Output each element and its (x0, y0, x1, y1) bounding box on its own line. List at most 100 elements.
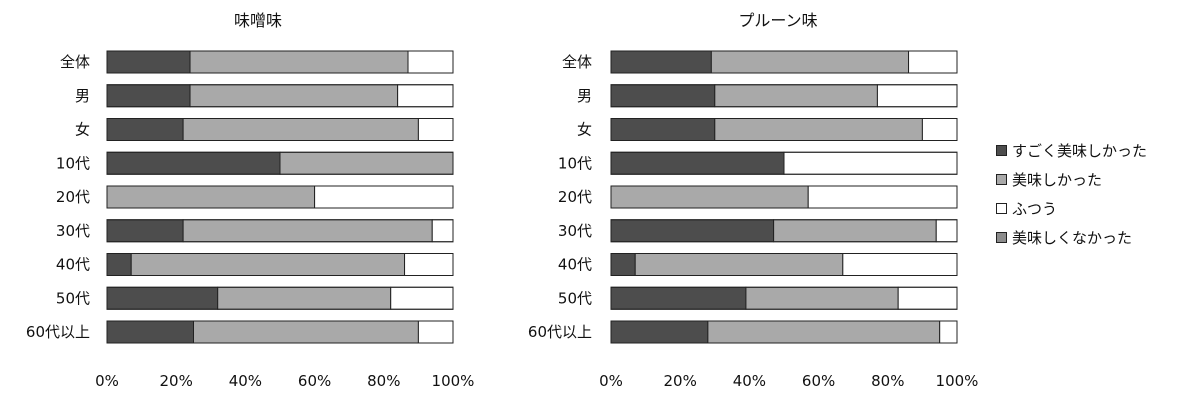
legend: すごく美味しかった 美味しかった ふつう 美味しくなかった (996, 136, 1147, 252)
category-label: 男 (75, 87, 90, 105)
bar-segment-normal (404, 253, 454, 276)
bar-segment-very-good (610, 50, 712, 74)
category-label: 10代 (558, 154, 592, 172)
bar-segment-good (217, 286, 392, 310)
category-label: 60代以上 (26, 323, 90, 341)
x-tick-label: 40% (733, 372, 766, 390)
bar-segment-very-good (106, 118, 184, 141)
bar-segment-very-good (106, 84, 191, 108)
bar-outline (610, 151, 958, 175)
x-tick-label: 40% (229, 372, 262, 390)
bar-segment-normal (417, 320, 454, 344)
bar-segment-very-good (610, 320, 709, 344)
bar-segment-good (745, 286, 899, 310)
bar-outline (106, 253, 454, 276)
bar-segment-good (714, 118, 923, 141)
legend-item-very-good: すごく美味しかった (996, 136, 1147, 165)
bar-segment-normal (397, 84, 454, 108)
bar-outline (106, 84, 454, 108)
bar-segment-normal (908, 50, 958, 74)
legend-item-good: 美味しかった (996, 165, 1147, 194)
bar-segment-good (130, 253, 406, 276)
legend-label-very-good: すごく美味しかった (1012, 142, 1148, 160)
category-label: 60代以上 (528, 323, 592, 341)
bar-segment-good (189, 84, 399, 108)
bar-segment-good (189, 50, 409, 74)
bar-segment-normal (807, 185, 958, 209)
x-tick-label: 100% (936, 372, 979, 390)
category-label: 40代 (558, 256, 592, 274)
bar-segment-good (707, 320, 941, 344)
x-tick-label: 60% (298, 372, 331, 390)
x-tick-label: 0% (599, 372, 623, 390)
bar-segment-very-good (610, 253, 636, 276)
bar-segment-good (773, 219, 937, 243)
x-tick-label: 60% (802, 372, 835, 390)
bar-outline (106, 219, 454, 243)
bar-segment-very-good (106, 286, 219, 310)
bar-segment-normal (935, 219, 958, 243)
x-tick-label: 20% (160, 372, 193, 390)
category-label: 全体 (562, 53, 592, 71)
bar-segment-very-good (106, 253, 132, 276)
legend-label-not-good: 美味しくなかった (1012, 229, 1133, 247)
category-label: 男 (577, 87, 592, 105)
category-label: 30代 (558, 222, 592, 240)
bar-segment-normal (431, 219, 454, 243)
bar-segment-normal (897, 286, 958, 310)
bar-segment-good (182, 219, 433, 243)
bar-segment-good (710, 50, 910, 74)
legend-swatch-good (996, 174, 1007, 185)
bar-outline (610, 118, 958, 141)
x-tick-label: 80% (367, 372, 400, 390)
category-label: 女 (75, 121, 90, 139)
bar-segment-good (193, 320, 419, 344)
x-tick-label: 20% (664, 372, 697, 390)
bar-segment-good (714, 84, 878, 108)
legend-item-normal: ふつう (996, 194, 1147, 223)
bar-outline (106, 151, 454, 175)
chart-title-prune: プルーン味 (738, 11, 817, 30)
bar-segment-normal (783, 151, 958, 175)
bar-outline (610, 50, 958, 74)
x-tick-label: 80% (871, 372, 904, 390)
bar-segment-very-good (106, 219, 184, 243)
bar-outline (610, 84, 958, 108)
category-label: 10代 (56, 154, 90, 172)
bar-segment-normal (390, 286, 454, 310)
bar-segment-very-good (610, 84, 716, 108)
legend-item-not-good: 美味しくなかった (996, 223, 1147, 252)
bar-outline (610, 185, 958, 209)
category-label: 50代 (558, 289, 592, 307)
category-label: 20代 (558, 188, 592, 206)
category-label: 20代 (56, 188, 90, 206)
category-label: 全体 (60, 53, 90, 71)
bar-outline (106, 286, 454, 310)
bar-outline (106, 118, 454, 141)
bar-outline (610, 320, 958, 344)
bar-segment-very-good (610, 286, 747, 310)
bar-segment-good (279, 151, 454, 175)
legend-label-normal: ふつう (1012, 200, 1058, 218)
bar-outline (106, 320, 454, 344)
bar-segment-normal (842, 253, 958, 276)
bar-segment-normal (417, 118, 454, 141)
bar-segment-very-good (610, 151, 785, 175)
bar-segment-very-good (610, 118, 716, 141)
legend-swatch-not-good (996, 232, 1007, 243)
bar-segment-good (182, 118, 419, 141)
x-tick-label: 0% (95, 372, 119, 390)
bar-outline (610, 253, 958, 276)
category-label: 50代 (56, 289, 90, 307)
bar-outline (106, 50, 454, 74)
bar-outline (610, 219, 958, 243)
legend-label-good: 美味しかった (1012, 171, 1103, 189)
bar-segment-good (106, 185, 316, 209)
bar-segment-normal (314, 185, 454, 209)
legend-swatch-normal (996, 203, 1007, 214)
chart-title-miso: 味噌味 (234, 11, 282, 30)
bar-segment-normal (876, 84, 958, 108)
